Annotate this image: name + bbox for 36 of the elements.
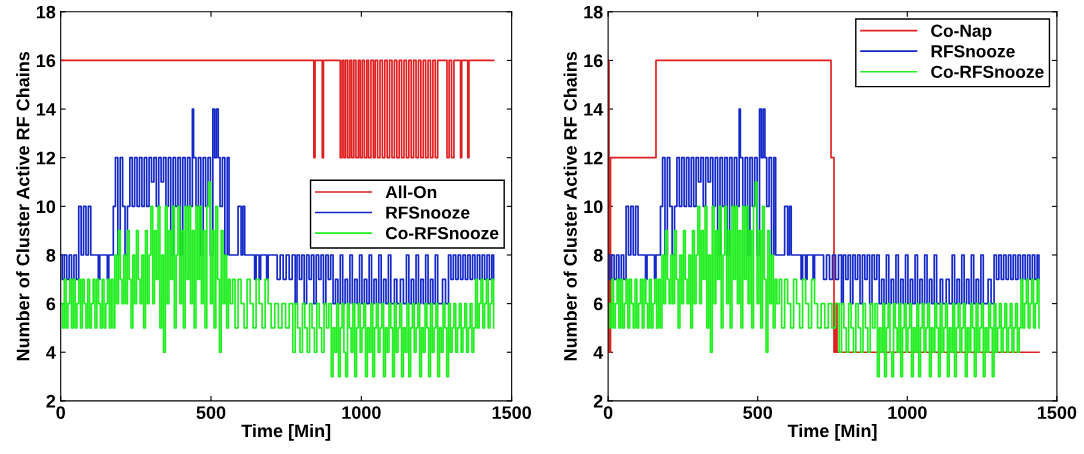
x-tick-label: 500 xyxy=(743,406,773,420)
y-tick-label: 16 xyxy=(36,54,56,68)
legend-label: Co-RFSnooze xyxy=(385,227,499,240)
x-tick-label: 1000 xyxy=(342,406,381,420)
y-tick-label: 6 xyxy=(593,297,603,311)
y-tick-label: 2 xyxy=(593,394,603,408)
y-axis-title: Number of Cluster Active RF Chains xyxy=(563,51,577,361)
y-tick-label: 14 xyxy=(584,103,604,116)
y-tick-label: 12 xyxy=(584,151,603,165)
legend-label: Co-RFSnooze xyxy=(931,65,1044,78)
y-tick-label: 2 xyxy=(46,394,56,408)
x-tick-label: 0 xyxy=(56,406,65,420)
y-tick-label: 18 xyxy=(36,5,56,19)
x-tick-label: 500 xyxy=(196,406,226,420)
legend-label: RFSnooze xyxy=(386,206,470,219)
x-axis-title: Time [Min] xyxy=(241,423,331,441)
y-tick-label: 14 xyxy=(36,103,56,116)
x-tick-label: 1000 xyxy=(888,406,927,420)
y-tick-label: 16 xyxy=(584,54,603,68)
legend-label: All-On xyxy=(385,185,437,199)
y-tick-label: 10 xyxy=(36,200,56,214)
x-axis-title: Time [Min] xyxy=(787,423,877,441)
x-tick-label: 0 xyxy=(603,406,613,420)
y-tick-label: 4 xyxy=(593,346,604,359)
legend-label: Co-Nap xyxy=(931,24,992,41)
x-tick-label: 1500 xyxy=(492,406,531,420)
y-tick-label: 18 xyxy=(584,5,603,19)
y-tick-label: 8 xyxy=(46,248,56,262)
y-tick-label: 4 xyxy=(46,346,56,359)
y-axis-title: Number of Cluster Active RF Chains xyxy=(16,51,30,361)
y-tick-label: 10 xyxy=(584,200,603,214)
x-tick-label: 1500 xyxy=(1037,406,1077,420)
y-tick-label: 12 xyxy=(36,151,56,165)
legend-label: RFSnooze xyxy=(931,45,1015,58)
y-tick-label: 8 xyxy=(593,248,603,262)
y-tick-label: 6 xyxy=(46,297,56,311)
